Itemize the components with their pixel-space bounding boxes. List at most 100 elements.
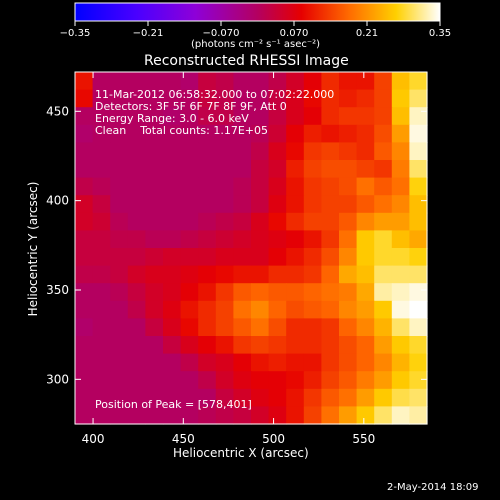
heatmap-cell bbox=[374, 72, 393, 91]
heatmap-cell bbox=[321, 160, 340, 179]
heatmap-cell bbox=[409, 230, 428, 249]
heatmap-cell bbox=[110, 265, 129, 284]
heatmap-cell bbox=[215, 142, 234, 161]
heatmap-cell bbox=[391, 160, 410, 179]
heatmap-cell bbox=[374, 388, 393, 407]
heatmap-cell bbox=[374, 336, 393, 355]
heatmap-cell bbox=[215, 265, 234, 284]
heatmap-cell bbox=[303, 336, 322, 355]
heatmap-cell bbox=[110, 89, 129, 108]
heatmap-cell bbox=[75, 318, 94, 337]
heatmap-cell bbox=[286, 371, 305, 390]
heatmap-cell bbox=[356, 371, 375, 390]
heatmap-cell bbox=[356, 388, 375, 407]
heatmap-cell bbox=[233, 89, 252, 108]
heatmap-cell bbox=[251, 318, 270, 337]
heatmap-cell bbox=[268, 177, 287, 196]
heatmap-cell bbox=[127, 195, 146, 214]
heatmap-cell bbox=[303, 195, 322, 214]
heatmap-cell bbox=[321, 283, 340, 302]
heatmap-cell bbox=[233, 406, 252, 425]
heatmap-cell bbox=[303, 142, 322, 161]
heatmap-cell bbox=[251, 89, 270, 108]
heatmap-cell bbox=[145, 388, 164, 407]
heatmap-cell bbox=[409, 283, 428, 302]
heatmap-cell bbox=[127, 336, 146, 355]
heatmap-cell bbox=[339, 300, 358, 319]
heatmap-cell bbox=[374, 107, 393, 126]
heatmap-cell bbox=[356, 177, 375, 196]
heatmap-cell bbox=[198, 72, 217, 91]
x-tick-label: 500 bbox=[262, 432, 285, 446]
heatmap-cell bbox=[180, 406, 199, 425]
heatmap-cell bbox=[75, 177, 94, 196]
heatmap-cell bbox=[215, 230, 234, 249]
heatmap-cell bbox=[215, 89, 234, 108]
heatmap-cell bbox=[198, 336, 217, 355]
heatmap-cell bbox=[145, 107, 164, 126]
heatmap-cell bbox=[409, 212, 428, 231]
heatmap-cell bbox=[163, 353, 182, 372]
heatmap-cell bbox=[268, 371, 287, 390]
heatmap-cell bbox=[198, 300, 217, 319]
heatmap-cell bbox=[391, 353, 410, 372]
heatmap-cell bbox=[215, 300, 234, 319]
heatmap-cell bbox=[321, 230, 340, 249]
heatmap-cell bbox=[233, 212, 252, 231]
heatmap-cell bbox=[92, 72, 111, 91]
heatmap-cell bbox=[215, 107, 234, 126]
heatmap-cell bbox=[251, 124, 270, 143]
heatmap-cell bbox=[303, 406, 322, 425]
heatmap-cell bbox=[251, 195, 270, 214]
heatmap-cell bbox=[286, 336, 305, 355]
heatmap-cell bbox=[409, 160, 428, 179]
heatmap-cell bbox=[251, 212, 270, 231]
colorbar: −0.35 −0.21 −0.070 0.070 0.21 0.35 bbox=[60, 2, 451, 39]
heatmap-cell bbox=[339, 283, 358, 302]
heatmap-cell bbox=[75, 107, 94, 126]
heatmap-cell bbox=[180, 72, 199, 91]
heatmap-cell bbox=[215, 336, 234, 355]
heatmap-cell bbox=[163, 230, 182, 249]
heatmap-cell bbox=[286, 230, 305, 249]
heatmap-cell bbox=[92, 265, 111, 284]
heatmap-cell bbox=[180, 388, 199, 407]
heatmap-cell bbox=[75, 89, 94, 108]
heatmap-cell bbox=[127, 124, 146, 143]
heatmap-cell bbox=[339, 248, 358, 267]
heatmap-cell bbox=[303, 318, 322, 337]
heatmap-cell bbox=[145, 353, 164, 372]
heatmap-cell bbox=[110, 318, 129, 337]
heatmap-cell bbox=[215, 72, 234, 91]
colorbar-tick-label: −0.21 bbox=[133, 28, 164, 39]
colorbar-tick-label: −0.35 bbox=[60, 28, 91, 39]
heatmap-cell bbox=[163, 300, 182, 319]
heatmap-cell bbox=[303, 160, 322, 179]
heatmap-cell bbox=[268, 142, 287, 161]
heatmap-cell bbox=[92, 406, 111, 425]
heatmap-cell bbox=[286, 283, 305, 302]
heatmap-cell bbox=[321, 89, 340, 108]
heatmap-cell bbox=[145, 160, 164, 179]
heatmap-cell bbox=[180, 248, 199, 267]
heatmap-cell bbox=[92, 177, 111, 196]
heatmap-cell bbox=[251, 177, 270, 196]
heatmap-cell bbox=[321, 318, 340, 337]
heatmap-cell bbox=[145, 371, 164, 390]
heatmap-cell bbox=[321, 212, 340, 231]
heatmap-cell bbox=[145, 230, 164, 249]
heatmap-cell bbox=[374, 160, 393, 179]
heatmap-cell bbox=[92, 107, 111, 126]
heatmap-cell bbox=[75, 195, 94, 214]
heatmap-cell bbox=[163, 72, 182, 91]
heatmap-cell bbox=[268, 336, 287, 355]
heatmap-cell bbox=[409, 248, 428, 267]
heatmap-cell bbox=[391, 107, 410, 126]
heatmap-cell bbox=[110, 72, 129, 91]
heatmap-cell bbox=[339, 107, 358, 126]
colorbar-tick-label: 0.070 bbox=[280, 28, 309, 39]
heatmap-cell bbox=[251, 107, 270, 126]
info-line-1: 11-Mar-2012 06:58:32.000 to 07:02:22.000 bbox=[95, 88, 335, 101]
heatmap-cell bbox=[198, 230, 217, 249]
heatmap-cell bbox=[127, 265, 146, 284]
